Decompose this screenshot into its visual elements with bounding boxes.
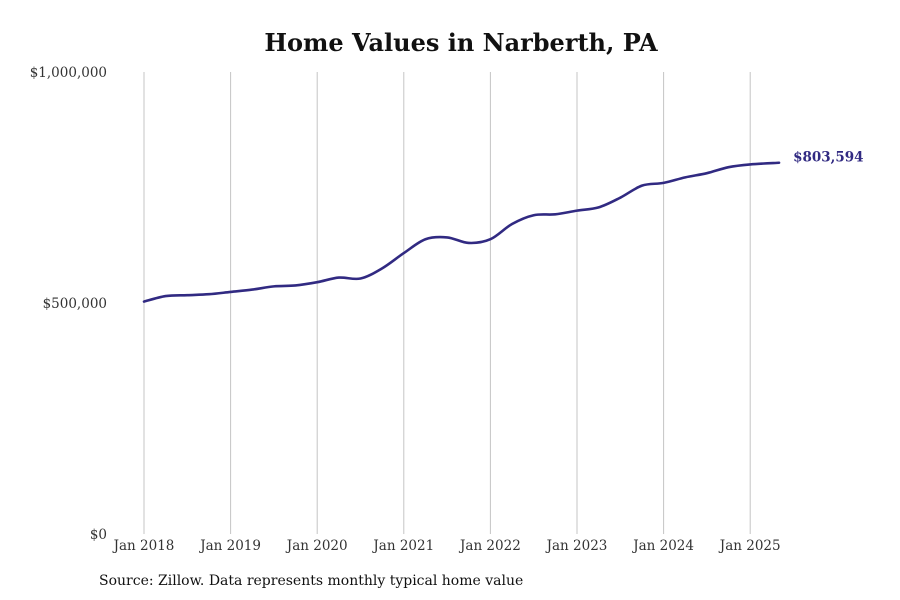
x-tick-label: Jan 2025 [718,538,781,554]
x-tick-label: Jan 2021 [371,538,434,554]
x-tick-label: Jan 2020 [285,538,348,554]
source-note: Source: Zillow. Data represents monthly … [99,573,524,589]
gridlines [143,72,751,534]
y-axis: $0 $500,000 $1,000,000 [30,65,107,543]
chart-title: Home Values in Narberth, PA [264,28,658,57]
x-tick-label: Jan 2018 [112,538,175,554]
x-axis: Jan 2018 Jan 2019 Jan 2020 Jan 2021 Jan 2022… [112,538,781,554]
y-tick-label: $500,000 [43,296,107,312]
x-tick-label: Jan 2024 [631,538,694,554]
x-tick-label: Jan 2019 [198,538,261,554]
y-tick-label: $1,000,000 [30,65,107,81]
series-group [142,161,781,303]
end-value-label: $803,594 [793,150,863,166]
x-tick-label: Jan 2022 [458,538,521,554]
series-line [142,161,781,303]
x-tick-label: Jan 2023 [545,538,608,554]
y-tick-label: $0 [90,527,107,543]
